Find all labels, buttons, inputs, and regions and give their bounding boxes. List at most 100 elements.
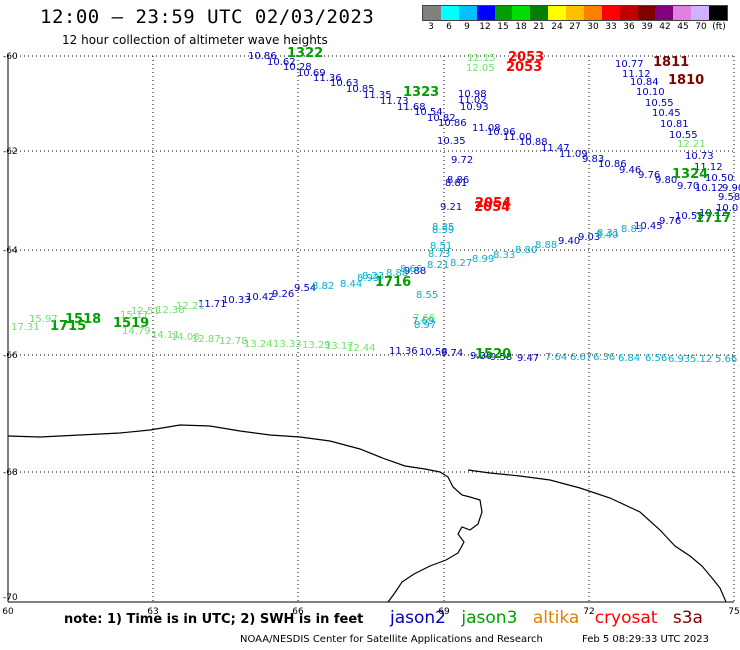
lon-tick-label: 66 [292,607,304,617]
wave-height-label: 10.69 [297,68,326,79]
wave-height-label: 9.74 [441,348,463,359]
wave-height-label: 8.66 [400,264,422,275]
pass-time-label: 1520 [475,347,511,362]
wave-height-label: 9.36 [470,351,492,362]
legend-s3a: s3a [672,608,703,628]
wave-height-label: 9.70 [677,181,699,192]
satellite-legend: jason2 jason3 altika cryosat s3a [390,608,713,628]
pass-time-label: 2054 [475,196,511,211]
wave-height-label: 10.86 [438,118,467,129]
wave-height-label: 10.73 [685,151,714,162]
pass-time-label: 1323 [403,85,439,100]
wave-height-marks: 10.8610.6210.2810.6911.3610.6310.8511.35… [11,46,740,365]
wave-height-label: 8.44 [340,279,362,290]
color-swatch [691,6,709,20]
color-scale-label: 12 [479,22,491,32]
lon-tick-label: 72 [583,607,594,617]
color-swatch [476,6,495,20]
lat-axis-labels: -60 -62 -64 -66 -68 -70 [3,52,18,603]
legend-jason2: jason2 [390,608,446,628]
color-swatch [512,6,531,20]
lat-tick-label: -66 [3,351,18,361]
wave-height-label: 11.73 [380,96,409,107]
credit-line: NOAA/NESDIS Center for Satellite Applica… [240,634,543,645]
legend-jason3: jason3 [461,608,518,628]
color-swatch [440,6,459,20]
wave-height-label: 9.21 [440,202,462,213]
color-scale-label: 9 [464,22,470,32]
wave-height-label: 10.77 [615,59,644,70]
wave-height-label: 8.88 [535,240,557,251]
wave-height-label: 9.90 [722,183,740,194]
color-swatch [637,6,656,20]
wave-height-label: 12.15 [467,53,496,64]
color-swatch [530,6,549,20]
wave-height-label: 9.72 [451,155,473,166]
wave-height-label: 10.84 [630,77,659,88]
lon-axis-labels: 60 63 66 69 72 75 [2,607,739,617]
wave-height-label: 8.27 [450,258,472,269]
wave-height-label: 8.33 [493,250,515,261]
wave-height-label: 11.36 [389,346,418,357]
lat-tick-label: -62 [3,147,18,157]
wave-height-label: 10.86 [248,51,277,62]
color-swatch [548,6,566,20]
color-swatch [583,6,602,20]
wave-height-label: 10.82 [427,113,456,124]
wave-height-label: 6.93 [668,354,690,365]
wave-height-label: 10.96 [487,127,516,138]
wave-height-label: 9.47 [517,353,539,364]
wave-height-label: 9.46 [619,165,641,176]
wave-height-label: 9.83 [582,154,604,165]
wave-height-label: 10.63 [330,78,359,89]
wave-height-label: 10.42 [246,292,275,303]
wave-height-label: 9.54 [294,283,316,294]
footer-note: note: 1) Time is in UTC; 2) SWH is in fe… [64,612,364,627]
color-scale-label: 18 [515,22,527,32]
pass-time-label: 2053 [506,60,542,75]
wave-height-label: 14.79 [122,326,151,337]
wave-height-label: 15.97 [29,314,58,325]
wave-height-label: 11.35 [363,90,392,101]
color-scale-label: 15 [497,22,509,32]
wave-height-label: 17.31 [11,322,40,333]
wave-height-label: 8.81 [445,178,467,189]
wave-height-label: 7.64 [545,352,567,363]
wave-height-label: 8.99 [472,254,494,265]
wave-height-label: 12.44 [347,343,376,354]
color-swatch [709,6,727,20]
wave-height-label: 8.73 [428,249,450,260]
wave-height-label: 12.21 [176,301,205,312]
wave-height-label: 11.08 [472,123,501,134]
wave-height-label: 10.10 [636,87,665,98]
pass-time-label: 1716 [375,275,411,290]
wave-height-label: 10.81 [660,119,689,130]
pass-time-label: 1717 [695,211,731,226]
wave-height-label: 15.17 [120,310,149,321]
wave-height-label: 8.82 [312,281,334,292]
wave-height-label: 10.55 [645,98,674,109]
wave-height-label: 11.00 [503,132,532,143]
wave-height-label: 8.23 [362,271,384,282]
wave-height-label: 10.58 [419,347,448,358]
color-scale-label: 42 [659,22,671,32]
color-scale-label: 6 [446,22,452,32]
wave-height-label: 8.93 [357,273,379,284]
wave-height-label: 10.93 [460,102,489,113]
color-swatch [423,6,441,20]
wave-height-label: 11.71 [198,299,227,310]
color-swatch [601,6,620,20]
color-scale-labels: 3 6 9 12 15 18 21 24 27 30 33 36 39 42 4… [422,22,728,34]
graticule [8,55,735,602]
pass-time-label: 1811 [653,55,689,70]
wave-height-label: 6.67 [570,352,592,363]
lon-tick-label: 60 [2,607,14,617]
wave-height-label: 5.12 [690,354,712,365]
wave-height-label: 10.86 [598,159,627,170]
wave-height-label: 8.88 [386,268,408,279]
wave-height-label: 13.33 [273,339,302,350]
wave-height-label: 8.21 [427,260,449,271]
wave-height-label: 12.87 [192,334,221,345]
